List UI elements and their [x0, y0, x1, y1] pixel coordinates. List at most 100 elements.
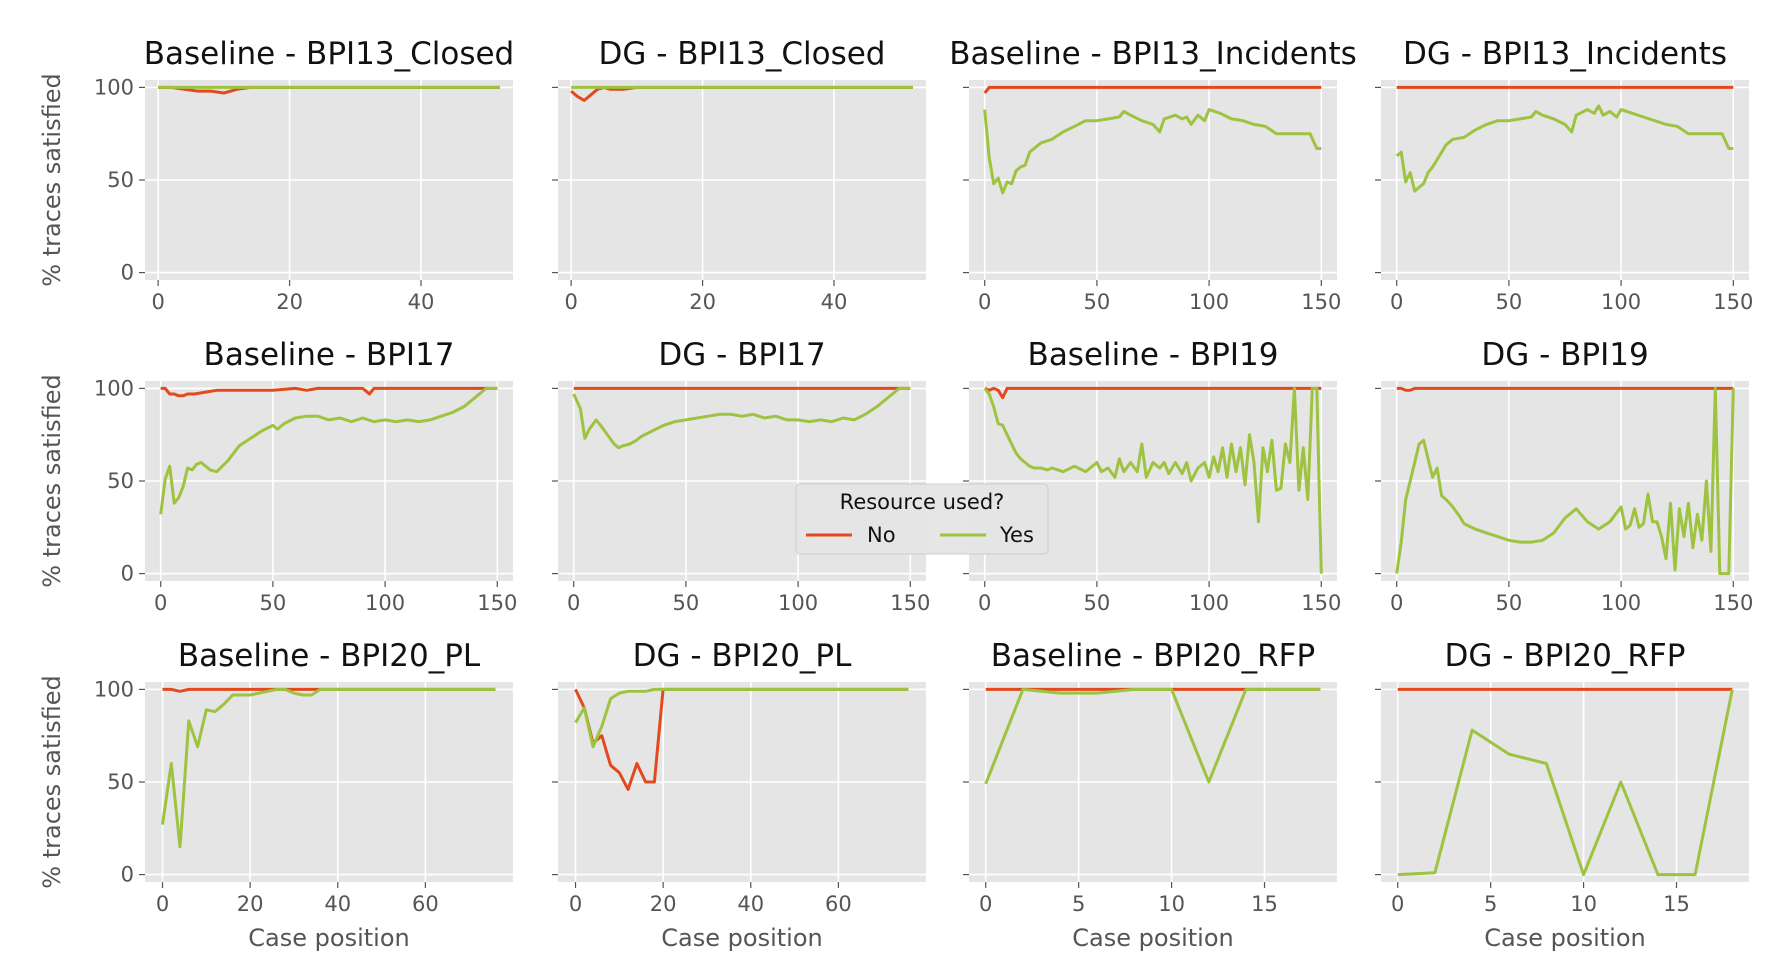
panel-title: DG - BPI13_Incidents	[1403, 36, 1727, 72]
panel-2: DG - BPI13_Closed 0 20 40	[552, 36, 926, 314]
legend-label-no: No	[867, 523, 896, 547]
panel-title: DG - BPI19	[1481, 337, 1648, 373]
x-tick-label: 0	[154, 591, 167, 615]
panel-3: Baseline - BPI13_Incidents 0 50 100 150	[949, 36, 1357, 314]
x-tick-label: 10	[1570, 892, 1597, 916]
series-line-yes	[1397, 689, 1734, 877]
x-tick-label: 0	[1391, 892, 1404, 916]
x-tick-label: 50	[1496, 591, 1523, 615]
x-tick-label: 150	[890, 591, 930, 615]
panel-title: Baseline - BPI20_PL	[178, 638, 481, 674]
panel-12: DG - BPI20_RFP 0 5 10 15 Case position	[1375, 638, 1749, 952]
y-axis-label: % traces satisfied	[38, 675, 66, 888]
x-tick-label: 100	[365, 591, 405, 615]
panel-title: DG - BPI17	[658, 337, 825, 373]
x-tick-label: 10	[1158, 892, 1185, 916]
x-tick-label: 50	[260, 591, 287, 615]
x-tick-label: 15	[1251, 892, 1278, 916]
x-axis-label: Case position	[248, 924, 409, 952]
y-tick-label: 50	[107, 469, 134, 493]
x-tick-label: 150	[1301, 591, 1341, 615]
series-line-no	[984, 386, 1322, 400]
series-line-yes	[161, 687, 496, 849]
x-tick-label: 15	[1663, 892, 1690, 916]
x-tick-label: 0	[564, 290, 577, 314]
y-tick-label: 100	[94, 75, 134, 99]
y-tick-label: 100	[94, 376, 134, 400]
series-line-yes	[983, 386, 1323, 574]
panel-11: Baseline - BPI20_RFP 0 5 10 15 Case position	[963, 638, 1337, 952]
x-tick-label: 150	[477, 591, 517, 615]
series-line-yes	[1395, 104, 1734, 193]
y-tick-label: 50	[107, 168, 134, 192]
x-tick-label: 0	[569, 892, 582, 916]
y-axis-label: % traces satisfied	[38, 73, 66, 286]
y-tick-label: 0	[121, 261, 134, 285]
panel-title: Baseline - BPI19	[1028, 337, 1279, 373]
x-tick-label: 0	[151, 290, 164, 314]
panel-title: DG - BPI20_PL	[633, 638, 853, 674]
x-tick-label: 40	[408, 290, 435, 314]
panel-4: DG - BPI13_Incidents 0 50 100 150	[1375, 36, 1753, 314]
panel-5: Baseline - BPI17 0 50 100 150 0 50 100 % traces …	[38, 337, 517, 615]
x-axis-label: Case position	[1484, 924, 1645, 952]
x-tick-label: 60	[412, 892, 439, 916]
x-tick-label: 50	[673, 591, 700, 615]
x-tick-label: 100	[778, 591, 818, 615]
x-axis-label: Case position	[1072, 924, 1233, 952]
panel-title: Baseline - BPI13_Incidents	[949, 36, 1357, 72]
x-tick-label: 0	[1390, 591, 1403, 615]
x-tick-label: 50	[1084, 290, 1111, 314]
x-tick-label: 0	[978, 290, 991, 314]
x-tick-label: 0	[1390, 290, 1403, 314]
x-tick-label: 50	[1084, 591, 1111, 615]
x-tick-label: 40	[821, 290, 848, 314]
panel-title: Baseline - BPI13_Closed	[144, 36, 515, 72]
y-axis-label: % traces satisfied	[38, 374, 66, 587]
legend-title: Resource used?	[840, 490, 1005, 514]
panel-6: DG - BPI17 0 50 100 150	[552, 337, 930, 615]
legend: Resource used? No Yes	[795, 483, 1049, 555]
y-tick-label: 50	[107, 770, 134, 794]
x-tick-label: 0	[979, 892, 992, 916]
y-tick-label: 0	[121, 863, 134, 887]
x-tick-label: 100	[1189, 290, 1229, 314]
panel-8: DG - BPI19 0 50 100 150	[1375, 337, 1753, 615]
x-axis-label: Case position	[661, 924, 822, 952]
panel-title: DG - BPI20_RFP	[1445, 638, 1686, 674]
x-tick-label: 60	[825, 892, 852, 916]
panel-1: Baseline - BPI13_Closed 0 20 40 0 50 100 % trac…	[38, 36, 514, 314]
x-tick-label: 150	[1713, 591, 1753, 615]
series-line-yes	[984, 687, 1321, 785]
x-tick-label: 20	[689, 290, 716, 314]
series-line-no	[1396, 386, 1734, 392]
legend-label-yes: Yes	[999, 523, 1034, 547]
series-line-yes	[574, 687, 909, 749]
x-tick-label: 100	[1601, 591, 1641, 615]
x-tick-label: 40	[737, 892, 764, 916]
series-line-yes	[1395, 386, 1735, 576]
x-tick-label: 20	[276, 290, 303, 314]
x-tick-label: 40	[324, 892, 351, 916]
y-tick-label: 0	[121, 562, 134, 586]
panel-title: Baseline - BPI17	[204, 337, 455, 373]
x-tick-label: 0	[978, 591, 991, 615]
x-tick-label: 50	[1496, 290, 1523, 314]
y-tick-label: 100	[94, 677, 134, 701]
x-tick-label: 5	[1484, 892, 1497, 916]
x-tick-label: 0	[156, 892, 169, 916]
x-tick-label: 150	[1301, 290, 1341, 314]
x-tick-label: 20	[237, 892, 264, 916]
panel-title: DG - BPI13_Closed	[599, 36, 886, 72]
x-tick-label: 20	[650, 892, 677, 916]
x-tick-label: 100	[1189, 591, 1229, 615]
x-tick-label: 0	[567, 591, 580, 615]
panel-title: Baseline - BPI20_RFP	[991, 638, 1315, 674]
x-tick-label: 100	[1601, 290, 1641, 314]
x-tick-label: 150	[1713, 290, 1753, 314]
series-line-no	[983, 85, 1322, 94]
series-line-no	[160, 386, 498, 398]
